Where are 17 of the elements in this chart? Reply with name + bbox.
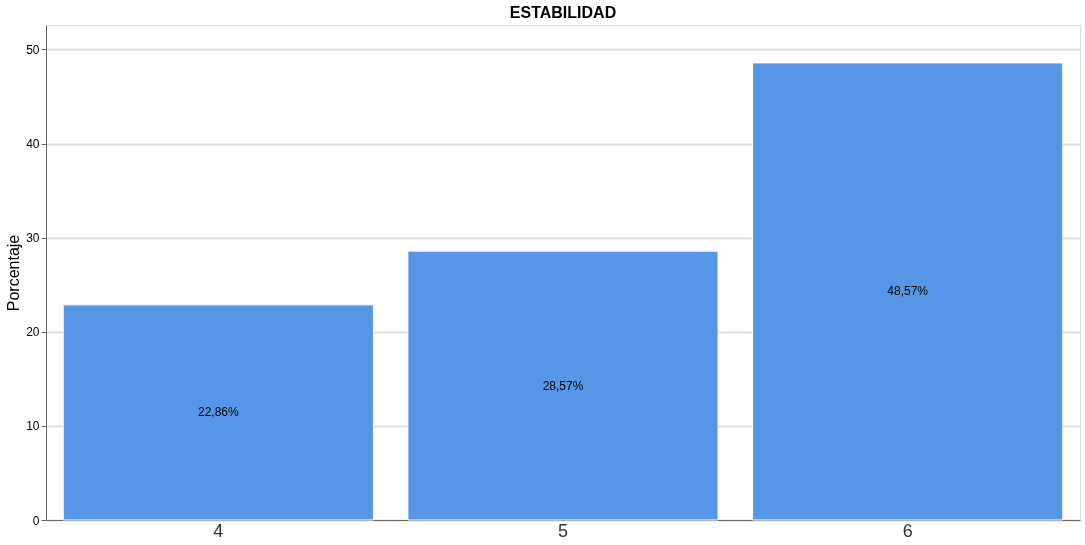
x-tick-label: 5 [557,520,569,541]
y-tick-label: 40 [26,137,40,152]
data-label: 48,57% [887,284,929,299]
chart-title: ESTABILIDAD [509,4,617,21]
data-label: 22,86% [197,405,240,420]
y-tick-label: 0 [32,513,40,528]
bar [407,250,719,521]
y-tick-label: 50 [26,42,40,57]
y-tick-label: 10 [26,419,40,434]
bar [752,62,1064,521]
data-label: 28,57% [542,378,584,393]
x-tick-label: 6 [902,520,913,541]
x-tick-label: 4 [213,520,224,541]
y-tick-label: 30 [26,231,40,246]
y-tick-label: 20 [26,325,40,340]
bar [62,304,374,521]
y-axis-title: Porcentaje [5,234,23,312]
